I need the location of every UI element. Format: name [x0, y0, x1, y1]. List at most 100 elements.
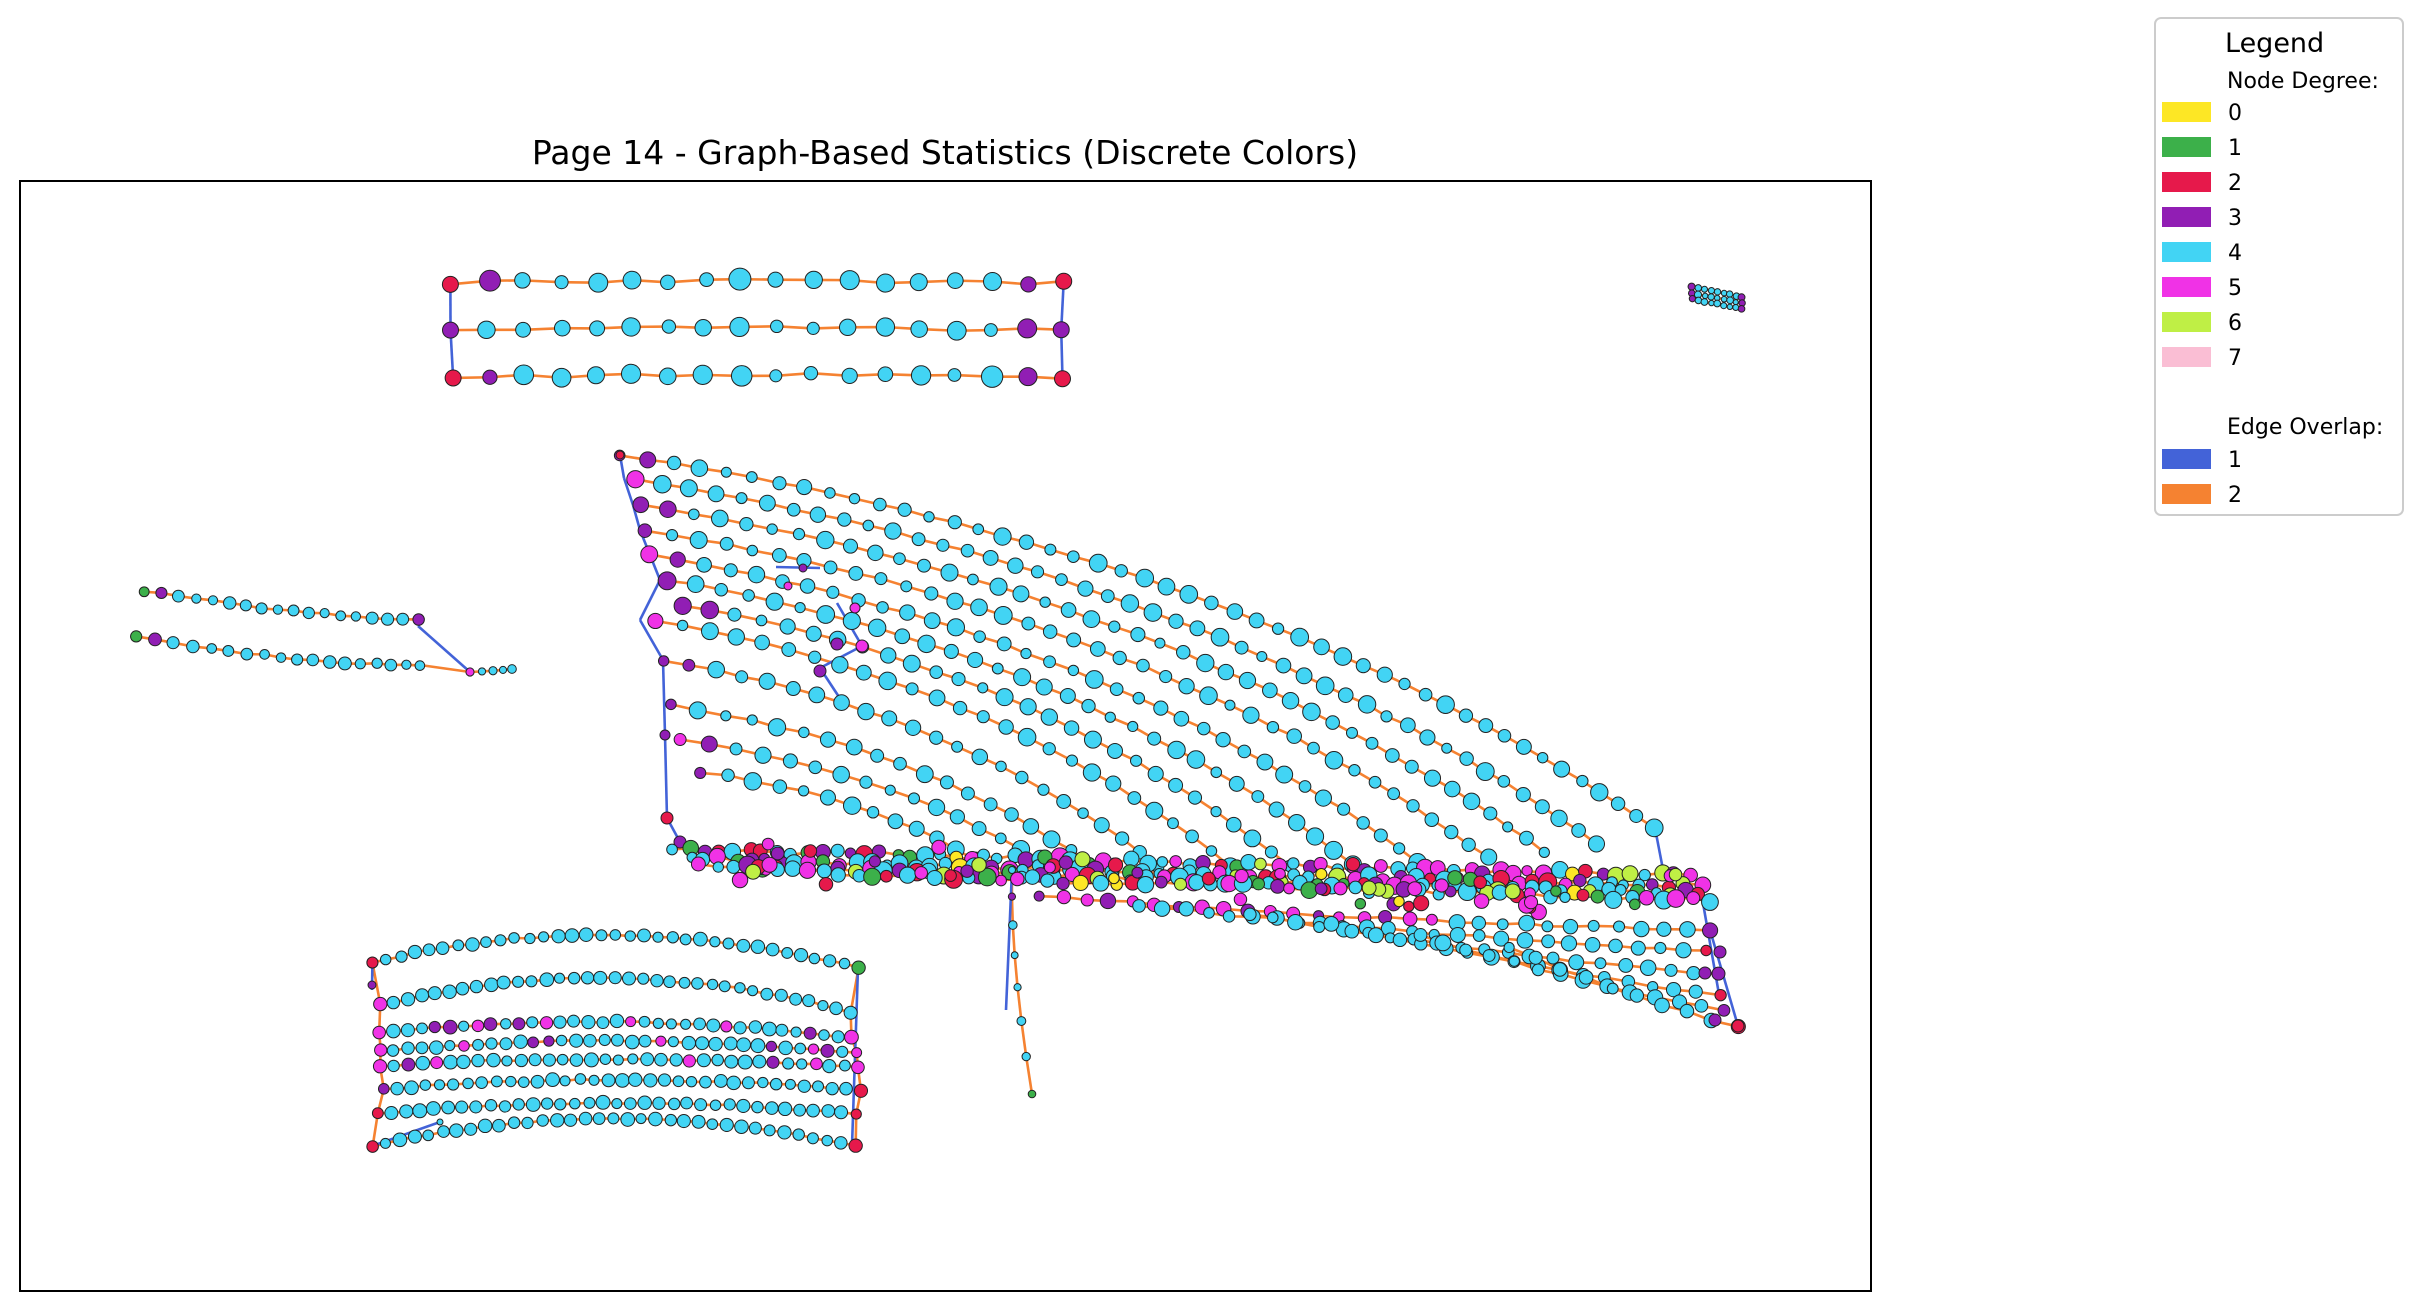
graph-node: [836, 1045, 849, 1058]
graph-node: [620, 363, 642, 384]
graph-edge: [1020, 1020, 1028, 1057]
graph-node: [939, 775, 954, 790]
graph-node: [1156, 856, 1169, 868]
graph-node: [1315, 676, 1335, 696]
graph-node: [1114, 564, 1128, 578]
graph-node: [884, 522, 902, 540]
graph-node: [1639, 959, 1657, 977]
graph-node: [898, 866, 917, 884]
graph-node: [1496, 918, 1509, 931]
graph-node: [1707, 293, 1715, 301]
graph-node: [838, 1059, 851, 1072]
graph-node: [501, 1055, 513, 1067]
graph-node: [915, 765, 934, 784]
graph-node: [608, 971, 622, 985]
graph-node: [654, 1052, 668, 1067]
graph-node: [494, 934, 507, 947]
graph-node: [779, 618, 796, 635]
graph-node: [610, 1033, 624, 1047]
graph-node: [583, 1033, 597, 1048]
graph-node: [1225, 816, 1242, 833]
graph-node: [685, 1075, 698, 1088]
graph-node: [620, 1112, 636, 1127]
graph-node: [1187, 790, 1203, 805]
graph-node: [733, 1021, 747, 1035]
graph-node: [632, 496, 650, 514]
graph-node: [812, 1080, 825, 1093]
legend-label-degree-0: 0: [2228, 101, 2242, 126]
graph-node: [951, 740, 964, 753]
graph-node: [1568, 954, 1585, 971]
graph-node: [1136, 658, 1150, 673]
graph-node: [1168, 613, 1184, 629]
graph-node: [1666, 889, 1686, 908]
legend-label-degree-1: 1: [2228, 136, 2242, 161]
graph-node: [1053, 370, 1071, 388]
graph-node: [578, 927, 594, 942]
graph-node: [1043, 861, 1056, 874]
graph-node: [758, 494, 776, 512]
graph-node: [1701, 893, 1719, 911]
graph-node: [527, 1036, 540, 1049]
graph-node: [639, 451, 657, 469]
graph-node: [855, 639, 869, 653]
graph-node: [834, 1136, 848, 1150]
graph-node: [1590, 783, 1609, 802]
graph-node: [1060, 602, 1077, 618]
graph-node: [667, 1036, 679, 1048]
graph-node: [766, 523, 778, 535]
graph-node: [745, 471, 758, 483]
graph-node: [1732, 299, 1739, 306]
graph-node: [1686, 965, 1701, 981]
graph-node: [820, 1043, 835, 1058]
graph-node: [239, 599, 252, 612]
graph-node: [148, 632, 162, 647]
graph-node: [739, 516, 754, 532]
graph-node: [400, 1023, 415, 1038]
graph-node: [1324, 750, 1344, 770]
graph-node: [792, 1128, 805, 1141]
graph-node: [851, 1047, 863, 1059]
graph-node: [816, 605, 836, 624]
graph-node: [430, 1056, 444, 1070]
graph-node: [379, 1137, 391, 1149]
graph-node: [694, 319, 712, 337]
graph-node: [914, 866, 928, 880]
graph-node: [973, 630, 986, 643]
graph-node: [1020, 276, 1037, 293]
legend-swatch-overlap-1: [2162, 449, 2211, 469]
graph-node: [207, 595, 219, 606]
graph-node: [1154, 637, 1166, 649]
graph-node: [876, 601, 889, 614]
graph-node: [658, 367, 677, 386]
graph-node: [960, 786, 975, 801]
graph-node: [637, 1095, 652, 1110]
graph-node: [1199, 686, 1218, 706]
graph-node: [734, 1119, 749, 1134]
graph-node: [643, 1073, 658, 1088]
graph-node: [449, 1123, 464, 1138]
graph-node: [1056, 794, 1072, 809]
graph-node: [624, 1034, 640, 1050]
graph-node: [931, 839, 947, 855]
graph-node: [1039, 596, 1051, 608]
graph-node: [947, 368, 962, 382]
graph-node: [808, 952, 821, 965]
graph-node: [1633, 920, 1650, 938]
graph-node: [808, 760, 823, 775]
graph-node: [1007, 892, 1017, 901]
graph-node: [784, 860, 801, 877]
graph-node: [657, 571, 677, 591]
graph-node: [1063, 720, 1080, 736]
graph-node: [1552, 962, 1568, 977]
graph-node: [508, 932, 520, 944]
legend-swatch-degree-5: [2162, 277, 2211, 297]
graph-node: [1515, 738, 1532, 755]
graph-node: [1131, 866, 1144, 879]
graph-node: [1700, 298, 1709, 306]
graph-node: [1478, 718, 1494, 733]
graph-node: [1356, 816, 1370, 830]
graph-node: [1590, 889, 1605, 904]
graph-node: [946, 592, 964, 610]
graph-node: [760, 987, 774, 1001]
